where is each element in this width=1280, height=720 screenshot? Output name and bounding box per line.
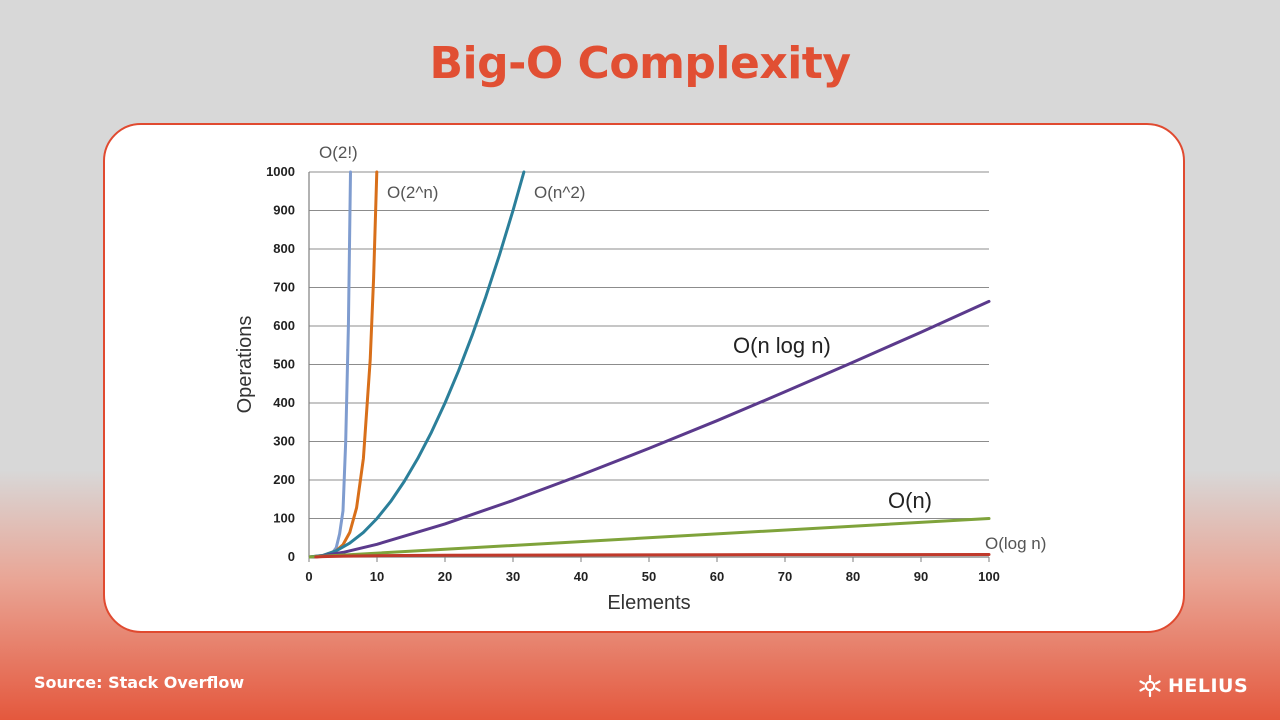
series-label: O(2^n): [387, 183, 438, 202]
x-tick-label: 100: [978, 569, 1000, 584]
helius-star-icon: [1139, 674, 1161, 698]
series-label: O(log n): [985, 534, 1046, 553]
x-tick-label: 10: [370, 569, 384, 584]
y-tick-label: 1000: [266, 164, 295, 179]
series-line: [309, 517, 991, 559]
x-tick-label: 70: [778, 569, 792, 584]
x-tick-label: 30: [506, 569, 520, 584]
y-tick-label: 0: [288, 549, 295, 564]
series-label: O(2!): [319, 143, 358, 162]
y-tick-label: 700: [273, 280, 295, 295]
series-line: [309, 299, 991, 559]
x-tick-label: 60: [710, 569, 724, 584]
brand-logo: HELIUS: [1138, 674, 1248, 698]
series-label: O(n): [888, 488, 932, 513]
series-label: O(n^2): [534, 183, 585, 202]
y-tick-label: 600: [273, 318, 295, 333]
brand-logo-text: HELIUS: [1168, 675, 1249, 697]
x-tick-label: 40: [574, 569, 588, 584]
y-tick-label: 500: [273, 357, 295, 372]
x-tick-label: 80: [846, 569, 860, 584]
x-axis-title: Elements: [607, 592, 690, 614]
series-line: [314, 553, 991, 559]
series-line: [309, 170, 526, 559]
y-tick-label: 400: [273, 395, 295, 410]
x-tick-label: 50: [642, 569, 656, 584]
y-tick-label: 200: [273, 472, 295, 487]
series-label: O(n log n): [733, 333, 831, 358]
chart-card: 0 100 200 300 400 500 600 700 800 900 1000 0 10 20 30 4…: [103, 123, 1185, 633]
y-tick-label: 300: [273, 434, 295, 449]
y-tick-label: 900: [273, 203, 295, 218]
x-tick-label: 20: [438, 569, 452, 584]
y-tick-label: 100: [273, 511, 295, 526]
x-tick-label: 0: [305, 569, 312, 584]
x-tick-label: 90: [914, 569, 928, 584]
y-tick-label: 800: [273, 241, 295, 256]
slide-title: Big-O Complexity: [429, 38, 851, 89]
y-axis-title: Operations: [234, 316, 256, 414]
source-credit: Source: Stack Overflow: [34, 673, 245, 692]
complexity-chart: 0 100 200 300 400 500 600 700 800 900 1000 0 10 20 30 4…: [234, 143, 1046, 614]
